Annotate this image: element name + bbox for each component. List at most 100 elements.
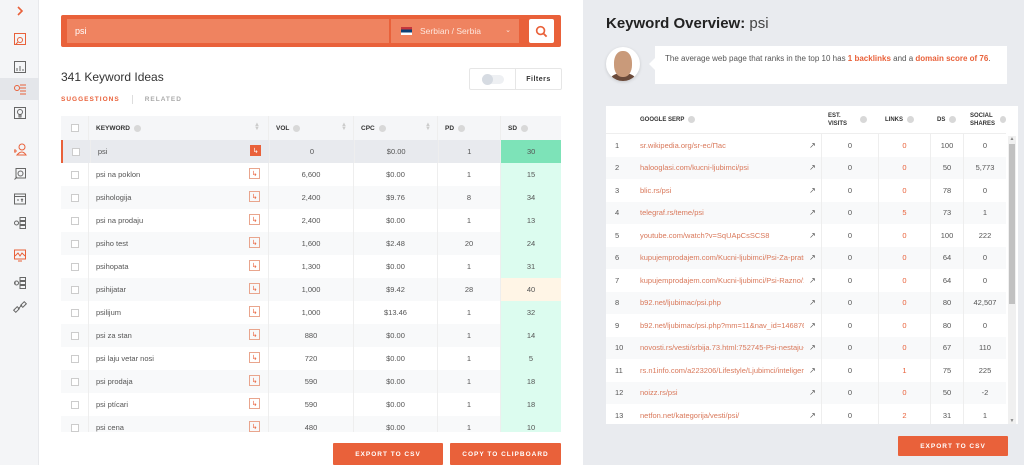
serp-url-link[interactable]: rs.n1info.com/a223206/Lifestyle/Ljubimci… — [640, 365, 804, 375]
search-button[interactable] — [529, 19, 554, 43]
external-link-icon[interactable]: ↗ — [804, 314, 822, 337]
serp-url-link[interactable]: sr.wikipedia.org/sr-ec/Пас — [640, 140, 726, 150]
serp-url-link[interactable]: youtube.com/watch?v=SqUApCsSCS8 — [640, 230, 770, 240]
row-checkbox[interactable] — [70, 239, 79, 248]
keyword-cell[interactable]: psi cena — [96, 423, 124, 432]
column-cpc[interactable]: CPC ▲ ▼ — [354, 116, 438, 140]
sidebar-item-top-pages[interactable] — [0, 188, 39, 210]
keyword-cell[interactable]: psi za stan — [96, 331, 132, 340]
column-pd[interactable]: PD — [438, 116, 501, 140]
export-csv-button[interactable]: EXPORT TO CSV — [333, 443, 443, 465]
links-cell[interactable]: 0 — [879, 269, 931, 292]
links-cell[interactable]: 0 — [879, 291, 931, 314]
sidebar-item-keywords-by-site[interactable] — [0, 212, 39, 234]
view-keyword-arrow-icon[interactable]: ↳ — [249, 306, 260, 317]
keyword-cell[interactable]: psi ptícari — [96, 400, 129, 409]
keyword-cell[interactable]: psihijatar — [96, 285, 127, 294]
table-row[interactable]: psi na poklon ↳ 6,600 $0.00 1 15 — [61, 163, 561, 186]
sidebar-item-backlinks-list[interactable] — [0, 272, 39, 294]
view-keyword-arrow-icon[interactable]: ↳ — [249, 375, 260, 386]
links-cell[interactable]: 0 — [879, 156, 931, 179]
sidebar-expand-button[interactable] — [0, 0, 39, 22]
table-row[interactable]: psi laju vetar nosi ↳ 720 $0.00 1 5 — [61, 347, 561, 370]
external-link-icon[interactable]: ↗ — [804, 404, 822, 424]
links-cell[interactable]: 0 — [879, 336, 931, 359]
keyword-cell[interactable]: psi laju vetar nosi — [96, 354, 154, 363]
external-link-icon[interactable]: ↗ — [804, 336, 822, 359]
view-keyword-arrow-icon[interactable]: ↳ — [249, 329, 260, 340]
row-checkbox[interactable] — [70, 170, 79, 179]
external-link-icon[interactable]: ↗ — [804, 224, 822, 247]
filters-toggle[interactable] — [470, 69, 516, 89]
external-link-icon[interactable]: ↗ — [804, 269, 822, 292]
external-link-icon[interactable]: ↗ — [804, 359, 822, 382]
row-checkbox[interactable] — [70, 308, 79, 317]
row-checkbox[interactable] — [70, 331, 79, 340]
links-cell[interactable]: 0 — [879, 246, 931, 269]
table-row[interactable]: psihijatar ↳ 1,000 $9.42 28 40 — [61, 278, 561, 301]
table-row[interactable]: psi prodaja ↳ 590 $0.00 1 18 — [61, 370, 561, 393]
sidebar-item-competitor-analysis[interactable] — [0, 138, 39, 160]
links-cell[interactable]: 0 — [879, 179, 931, 202]
scroll-down-arrow[interactable]: ▼ — [1009, 418, 1015, 424]
sidebar-item-site-audit[interactable] — [0, 28, 39, 50]
serp-url-link[interactable]: blic.rs/psi — [640, 185, 672, 195]
keyword-cell[interactable]: psi na poklon — [96, 170, 141, 179]
tab-suggestions[interactable]: SUGGESTIONS — [61, 96, 120, 103]
column-keyword[interactable]: KEYWORD ▲ ▼ — [89, 116, 269, 140]
keyword-cell[interactable]: psi prodaja — [96, 377, 133, 386]
links-cell[interactable]: 0 — [879, 381, 931, 404]
serp-url-link[interactable]: b92.net/ljubimac/psi.php?mm=11&nav_id=14… — [640, 320, 804, 330]
scroll-up-arrow[interactable]: ▲ — [1009, 136, 1015, 142]
table-row[interactable]: psilijum ↳ 1,000 $13.46 1 32 — [61, 301, 561, 324]
table-row[interactable]: psi na prodaju ↳ 2,400 $0.00 1 13 — [61, 209, 561, 232]
table-row[interactable]: psihologija ↳ 2,400 $9.76 8 34 — [61, 186, 561, 209]
links-cell[interactable]: 0 — [879, 134, 931, 157]
row-checkbox[interactable] — [70, 354, 79, 363]
external-link-icon[interactable]: ↗ — [804, 156, 822, 179]
links-cell[interactable]: 1 — [879, 359, 931, 382]
view-keyword-arrow-icon[interactable]: ↳ — [249, 398, 260, 409]
serp-url-link[interactable]: kupujemprodajem.com/Kucni-ljubimci/Psi-Z… — [640, 253, 804, 263]
scroll-thumb[interactable] — [1009, 144, 1015, 304]
column-sd[interactable]: SD — [501, 116, 561, 140]
view-keyword-arrow-icon[interactable]: ↳ — [249, 191, 260, 202]
row-checkbox[interactable] — [70, 193, 79, 202]
view-keyword-arrow-icon[interactable]: ↳ — [249, 237, 260, 248]
links-cell[interactable]: 0 — [879, 224, 931, 247]
view-keyword-arrow-icon[interactable]: ↳ — [249, 214, 260, 225]
sidebar-item-backlinks[interactable] — [0, 296, 39, 318]
table-row[interactable]: psi ptícari ↳ 590 $0.00 1 18 — [61, 393, 561, 416]
serp-url-link[interactable]: noizz.rs/psi — [640, 388, 678, 398]
table-row[interactable]: psiho test ↳ 1,600 $2.48 20 24 — [61, 232, 561, 255]
language-select[interactable]: Serbian / Serbia ⌄ — [391, 19, 519, 43]
row-checkbox[interactable] — [70, 216, 79, 225]
table-row[interactable]: psi za stan ↳ 880 $0.00 1 14 — [61, 324, 561, 347]
view-keyword-arrow-icon[interactable]: ↳ — [249, 352, 260, 363]
serp-url-link[interactable]: telegraf.rs/teme/psi — [640, 208, 704, 218]
view-keyword-arrow-icon[interactable]: ↳ — [249, 260, 260, 271]
links-cell[interactable]: 5 — [879, 201, 931, 224]
sidebar-item-seo-analyzer[interactable] — [0, 163, 39, 185]
table-row[interactable]: psi ↳ 0 $0.00 1 30 — [61, 140, 561, 163]
sidebar-item-keyword-ideas[interactable] — [0, 78, 39, 100]
serp-export-csv-button[interactable]: EXPORT TO CSV — [898, 436, 1008, 456]
view-keyword-arrow-icon[interactable]: ↳ — [249, 283, 260, 294]
table-row[interactable]: psi cena ↳ 480 $0.00 1 10 — [61, 416, 561, 432]
row-checkbox[interactable] — [70, 262, 79, 271]
links-cell[interactable]: 2 — [879, 404, 931, 424]
keyword-cell[interactable]: psilijum — [96, 308, 122, 317]
row-checkbox[interactable] — [70, 423, 79, 432]
keyword-cell[interactable]: psiho test — [96, 239, 129, 248]
copy-clipboard-button[interactable]: COPY TO CLIPBOARD — [450, 443, 561, 465]
row-checkbox[interactable] — [70, 285, 79, 294]
serp-scrollbar[interactable]: ▲ ▼ — [1008, 136, 1016, 424]
sidebar-item-traffic-analyzer[interactable] — [0, 56, 39, 78]
column-vol[interactable]: VOL ▲ ▼ — [269, 116, 354, 140]
toggle-switch[interactable] — [481, 73, 504, 85]
serp-url-link[interactable]: b92.net/ljubimac/psi.php — [640, 298, 721, 308]
view-keyword-arrow-icon[interactable]: ↳ — [250, 145, 262, 156]
search-input[interactable]: psi — [67, 19, 389, 43]
view-keyword-arrow-icon[interactable]: ↳ — [249, 421, 260, 432]
filters-button[interactable]: Filters — [526, 75, 551, 83]
